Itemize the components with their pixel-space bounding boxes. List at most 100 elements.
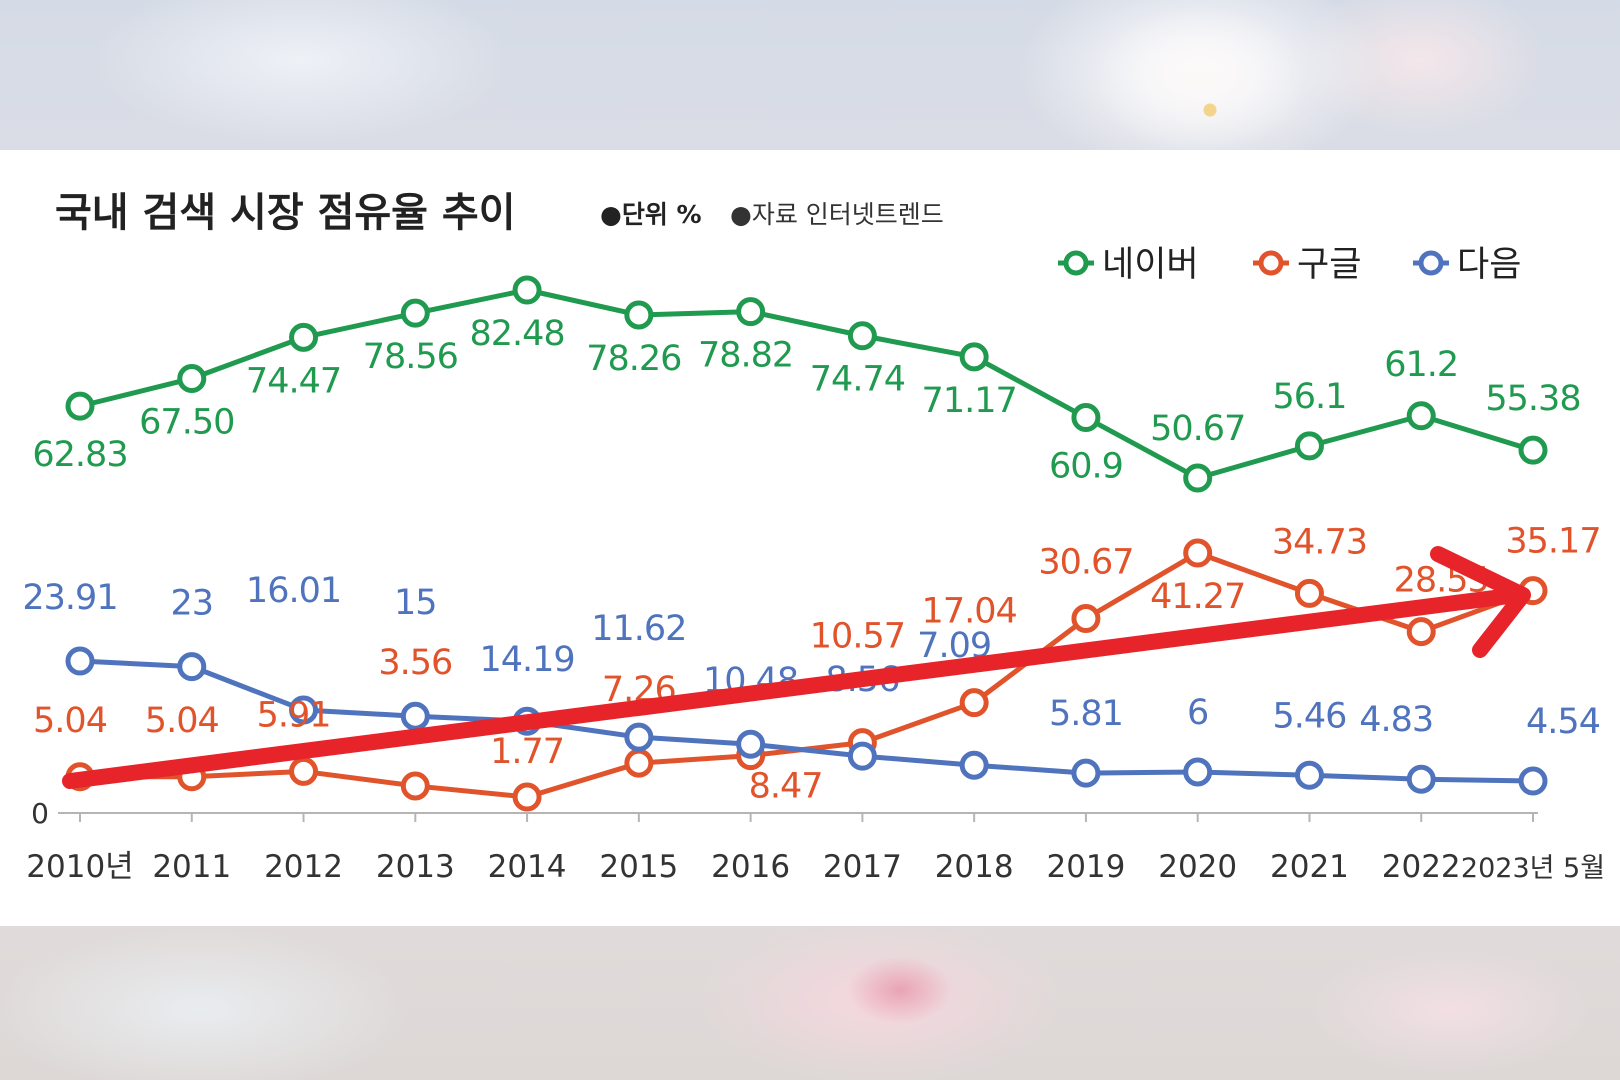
- data-point-daum: [1406, 764, 1436, 794]
- data-label-google: 17.04: [922, 592, 1017, 632]
- x-tick-label: 2017: [823, 849, 902, 885]
- data-label-google: 10.57: [810, 617, 905, 657]
- data-point-daum: [65, 646, 95, 676]
- data-label-naver: 67.50: [139, 403, 234, 443]
- data-label-daum: 14.19: [479, 640, 574, 680]
- legend-swatch-marker: [1063, 250, 1089, 276]
- data-label-naver: 56.1: [1272, 377, 1346, 417]
- data-label-daum: 15: [394, 583, 437, 623]
- data-label-naver: 74.74: [810, 360, 905, 400]
- chart-card: [0, 150, 1620, 926]
- x-tick-label: 2022: [1382, 849, 1461, 885]
- legend-swatch-marker: [1418, 250, 1444, 276]
- data-point-naver: [1183, 463, 1213, 493]
- series-line-naver: [79, 287, 1534, 481]
- data-label-naver: 50.67: [1150, 409, 1245, 449]
- data-point-daum: [736, 729, 766, 759]
- data-point-daum: [1294, 760, 1324, 790]
- x-tick-label: 2013: [376, 849, 455, 885]
- legend-label-google: 구글: [1297, 245, 1361, 285]
- x-tick-label: 2010년: [26, 849, 133, 885]
- series-line-daum: [79, 658, 1534, 784]
- data-label-daum: 4.54: [1526, 702, 1600, 742]
- data-point-naver: [624, 300, 654, 330]
- data-label-google: 5.91: [257, 695, 331, 735]
- data-label-google: 30.67: [1038, 542, 1133, 582]
- data-point-naver: [1294, 431, 1324, 461]
- series-group: [65, 275, 1548, 812]
- x-tick-label: 2014: [488, 849, 567, 885]
- data-point-daum: [624, 722, 654, 752]
- data-label-daum: 23.91: [22, 578, 117, 618]
- x-tick-label: 2015: [599, 849, 678, 885]
- data-point-google: [959, 688, 989, 718]
- data-point-google: [1071, 603, 1101, 633]
- x-tick-label: 2016: [711, 849, 790, 885]
- data-label-daum: 6: [1187, 693, 1208, 733]
- data-point-daum: [177, 652, 207, 682]
- data-label-naver: 78.82: [698, 336, 793, 376]
- data-point-daum: [1518, 766, 1548, 796]
- data-label-naver: 71.17: [922, 381, 1017, 421]
- data-point-naver: [289, 322, 319, 352]
- x-tick-label: 2012: [264, 849, 343, 885]
- chart-title: 국내 검색 시장 점유율 추이: [55, 190, 516, 236]
- source-note: ●자료 인터넷트렌드: [730, 200, 944, 229]
- data-label-google: 3.56: [378, 643, 452, 683]
- y-tick-label: 0: [31, 797, 49, 830]
- data-point-google: [512, 782, 542, 812]
- blossom-decoration-bottom: [820, 930, 1000, 1060]
- data-point-daum: [1071, 758, 1101, 788]
- data-point-google: [1183, 538, 1213, 568]
- data-label-naver: 78.56: [363, 337, 458, 377]
- data-label-daum: 5.81: [1049, 694, 1123, 734]
- x-tick-label: 2020: [1158, 849, 1237, 885]
- legend-label-daum: 다음: [1457, 245, 1521, 285]
- data-point-naver: [1518, 435, 1548, 465]
- data-label-naver: 62.83: [32, 435, 127, 475]
- data-label-daum: 11.62: [591, 609, 686, 649]
- legend-swatch-marker: [1258, 250, 1284, 276]
- data-label-google: 5.04: [33, 701, 107, 741]
- data-label-google: 1.77: [490, 732, 564, 772]
- unit-note: ●단위 %: [600, 200, 702, 229]
- data-label-naver: 60.9: [1049, 447, 1123, 487]
- data-label-naver: 78.26: [586, 339, 681, 379]
- data-point-google: [1294, 578, 1324, 608]
- trend-arrow: [62, 546, 1531, 789]
- data-point-daum: [847, 741, 877, 771]
- data-labels: 62.83 67.50 74.47 78.56 82.48 78.26 78.82 74.74…: [22, 314, 1601, 807]
- data-label-daum: 5.46: [1272, 696, 1346, 736]
- blossom-decoration-top: [1020, 0, 1340, 150]
- x-tick-label: 2023년 5월: [1461, 853, 1605, 884]
- data-label-google: 41.27: [1150, 577, 1245, 617]
- data-label-google: 35.17: [1505, 522, 1600, 562]
- data-point-naver: [65, 391, 95, 421]
- data-point-naver: [959, 342, 989, 372]
- x-tick-label: 2019: [1046, 849, 1125, 885]
- data-label-google: 34.73: [1272, 522, 1367, 562]
- data-point-naver: [512, 275, 542, 305]
- data-label-google: 8.47: [749, 767, 823, 807]
- data-label-naver: 82.48: [469, 314, 564, 354]
- data-label-daum: 4.83: [1359, 700, 1433, 740]
- x-axis: 2010년 2011 2012 2013 2014 2015 2016 2017 2018 201…: [26, 797, 1605, 885]
- trend-arrow-head: [1430, 546, 1531, 658]
- data-point-naver: [847, 321, 877, 351]
- data-label-daum: 16.01: [246, 571, 341, 611]
- data-point-naver: [400, 298, 430, 328]
- data-label-google: 5.04: [145, 701, 219, 741]
- x-tick-label: 2021: [1270, 849, 1349, 885]
- data-label-naver: 74.47: [246, 361, 341, 401]
- x-tick-label: 2018: [935, 849, 1014, 885]
- data-point-daum: [959, 750, 989, 780]
- legend: 네이버 구글 다음: [1058, 245, 1521, 285]
- data-point-naver: [736, 297, 766, 327]
- data-point-daum: [1183, 757, 1213, 787]
- data-point-naver: [1406, 401, 1436, 431]
- data-label-daum: 23: [170, 584, 213, 624]
- data-point-google: [1406, 617, 1436, 647]
- data-point-google: [289, 756, 319, 786]
- data-point-daum: [400, 701, 430, 731]
